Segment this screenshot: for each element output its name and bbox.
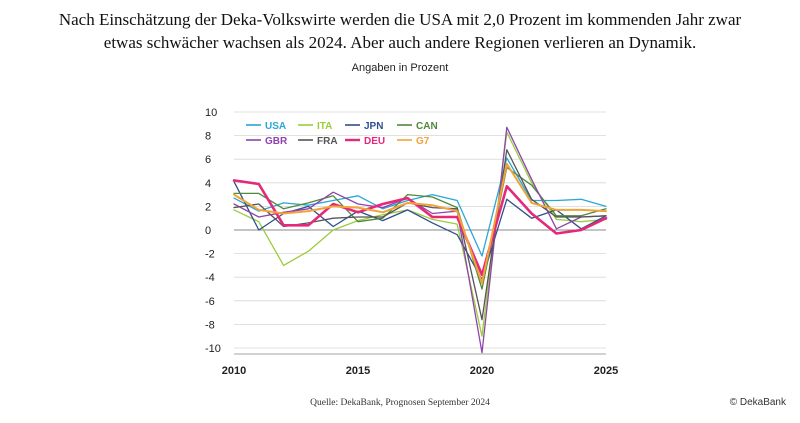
legend-label-g7: G7: [416, 136, 430, 147]
series-layer: [232, 126, 608, 354]
x-tick-label: 2015: [346, 365, 370, 377]
y-tick-label: -4: [205, 272, 215, 284]
y-tick-label: 2: [205, 201, 211, 213]
y-tick-label: 0: [205, 225, 211, 237]
legend-label-usa: USA: [265, 121, 286, 132]
y-tick-label: 4: [205, 178, 211, 190]
x-tick-label: 2020: [470, 365, 494, 377]
legend-label-fra: FRA: [317, 136, 338, 147]
y-tick-label: -10: [205, 343, 221, 355]
chart-subtitle: Angaben in Prozent: [351, 62, 449, 74]
legend-label-ita: ITA: [317, 121, 332, 132]
series-line-can: [233, 166, 607, 290]
y-tick-label: 10: [205, 107, 217, 119]
y-tick-label: -8: [205, 319, 215, 331]
x-tick-label: 2010: [222, 365, 246, 377]
series-line-deu: [232, 179, 608, 277]
y-tick-label: -6: [205, 296, 215, 308]
series-line-gbr: [233, 126, 607, 354]
series-line-ita: [233, 131, 607, 337]
y-tick-label: -2: [205, 249, 215, 261]
y-tick-label: 8: [205, 131, 211, 143]
copyright-note: © DekaBank: [729, 397, 786, 408]
series-line-fra: [233, 149, 607, 321]
chart-headline: Nach Einschätzung der Deka-Volkswirte we…: [0, 8, 800, 54]
series-line-g7: [233, 162, 607, 285]
x-tick-label: 2025: [594, 365, 618, 377]
source-note: Quelle: DekaBank, Prognosen September 20…: [310, 398, 490, 408]
legend: USA ITA JPN CAN GBR FRA DEU G7: [246, 121, 438, 147]
legend-label-jpn: JPN: [364, 121, 383, 132]
y-tick-label: 6: [205, 154, 211, 166]
headline-line-2: etwas schwächer wachsen als 2024. Aber a…: [103, 33, 697, 52]
headline-line-1: Nach Einschätzung der Deka-Volkswirte we…: [58, 10, 742, 29]
legend-label-can: CAN: [416, 121, 438, 132]
legend-label-gbr: GBR: [265, 136, 288, 147]
legend-label-deu: DEU: [364, 136, 385, 147]
